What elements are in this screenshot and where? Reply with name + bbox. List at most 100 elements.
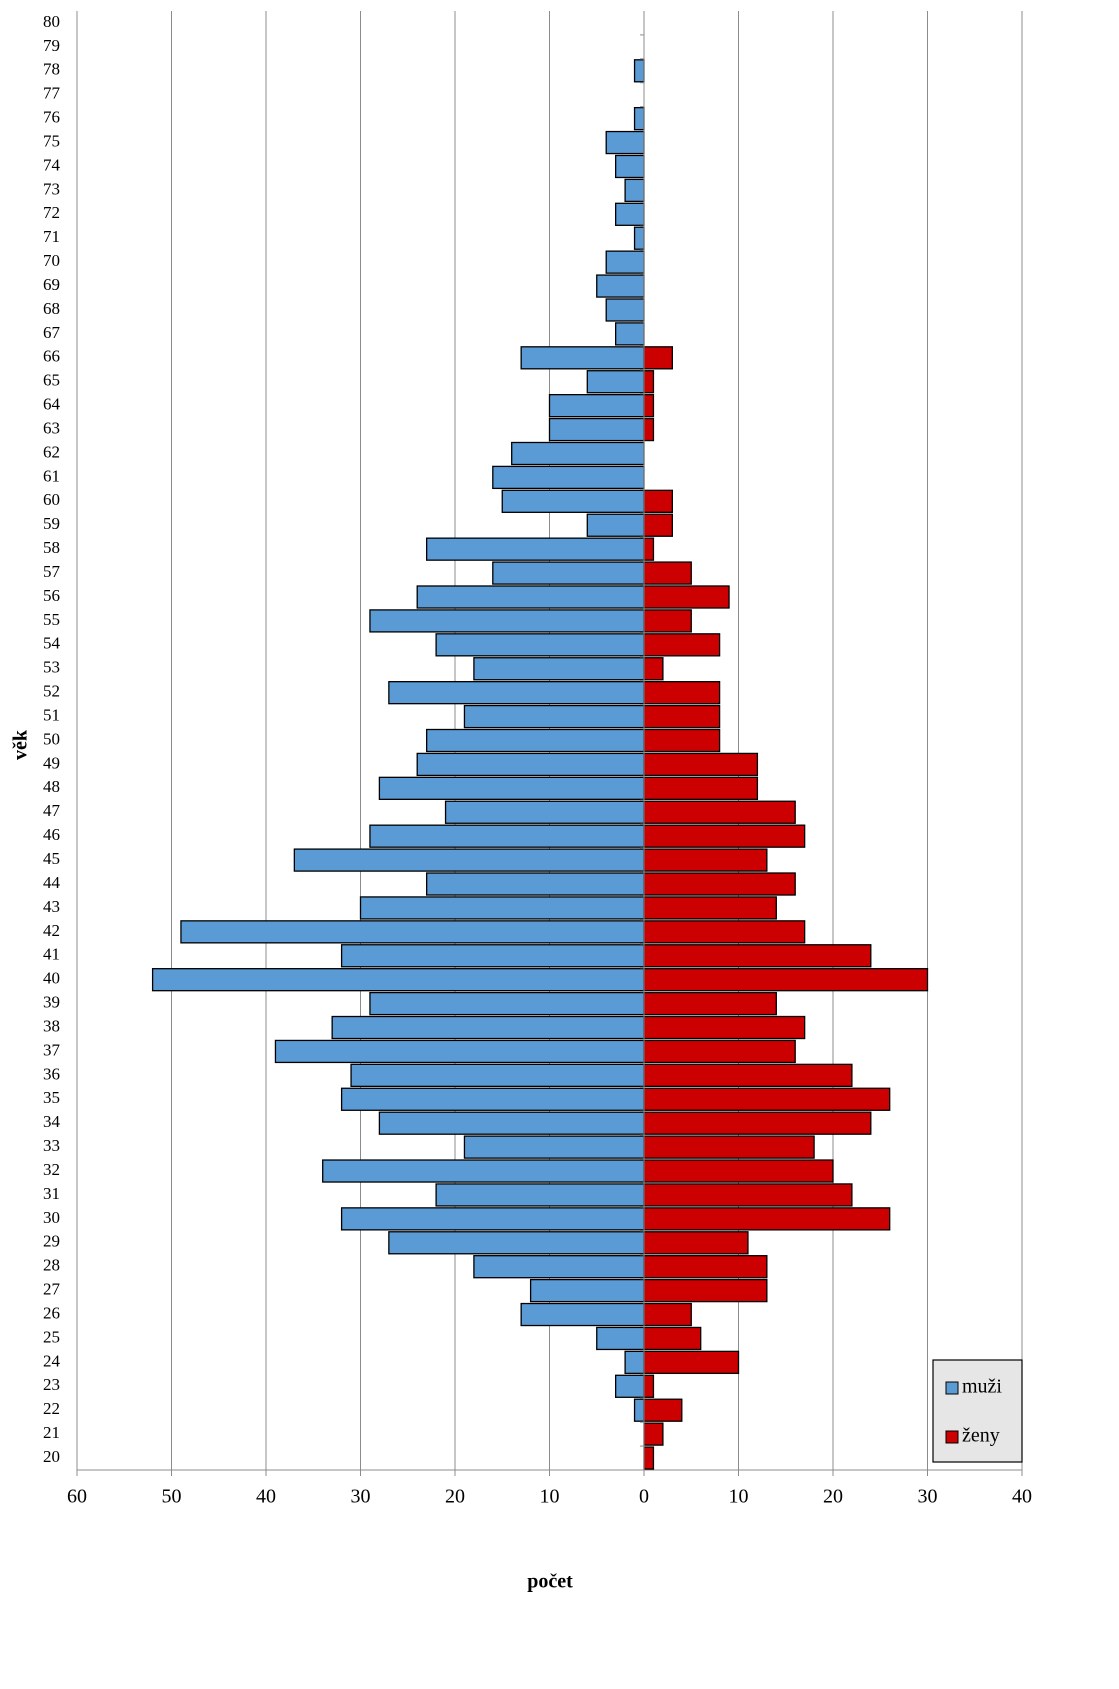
bar <box>643 1087 891 1111</box>
y-tick-label: 68 <box>43 299 60 318</box>
bar <box>633 1398 645 1422</box>
bar <box>643 872 796 896</box>
y-tick-label: 54 <box>43 634 61 653</box>
y-tick-label: 69 <box>43 275 60 294</box>
x-tick-label: 20 <box>823 1486 843 1508</box>
x-tick-label: 30 <box>351 1486 371 1508</box>
y-tick-label: 62 <box>43 442 60 461</box>
y-tick-label: 80 <box>43 12 60 31</box>
y-tick-label: 63 <box>43 418 60 437</box>
y-tick-label: 75 <box>43 131 60 150</box>
legend-swatch <box>945 1430 959 1444</box>
bar <box>615 154 645 179</box>
y-tick-label: 59 <box>43 514 60 533</box>
bar <box>643 513 674 537</box>
legend-box <box>932 1359 1023 1463</box>
bar <box>350 1063 645 1088</box>
bar <box>463 1135 645 1159</box>
bar <box>643 1350 740 1375</box>
y-tick-label: 47 <box>43 801 61 820</box>
y-tick-label: 45 <box>43 849 60 868</box>
bar <box>615 1374 645 1398</box>
bar <box>511 441 645 466</box>
bar <box>643 968 929 992</box>
bar <box>643 489 674 513</box>
bar <box>435 1183 645 1207</box>
y-tick-label: 48 <box>43 777 60 796</box>
y-tick-label: 23 <box>43 1375 60 1394</box>
x-tick-label: 0 <box>639 1486 649 1508</box>
y-tick-label: 32 <box>43 1160 60 1179</box>
bar <box>340 1207 645 1231</box>
bar <box>322 1159 645 1183</box>
y-tick-label: 30 <box>43 1208 60 1227</box>
bar <box>643 1207 891 1231</box>
y-tick-label: 64 <box>43 395 61 414</box>
y-tick-label: 57 <box>43 562 61 581</box>
x-axis-label: počet <box>527 1571 573 1593</box>
bar <box>633 106 645 131</box>
y-tick-label: 76 <box>43 108 60 127</box>
bar <box>529 1278 645 1303</box>
bar <box>586 370 645 394</box>
y-tick-label: 53 <box>43 658 60 677</box>
bar <box>520 346 645 370</box>
bar <box>416 585 645 609</box>
bar <box>643 1374 655 1398</box>
y-tick-label: 55 <box>43 610 60 629</box>
bar <box>633 59 645 83</box>
y-tick-label: 21 <box>43 1423 60 1442</box>
bar <box>501 489 645 513</box>
x-tick-label: 40 <box>256 1486 276 1508</box>
y-tick-label: 24 <box>43 1351 61 1370</box>
bar <box>643 1255 768 1279</box>
bar <box>331 1015 645 1040</box>
bar <box>633 226 645 250</box>
y-tick-label: 29 <box>43 1232 60 1251</box>
bar <box>388 1231 645 1255</box>
bar <box>180 920 645 944</box>
bar <box>586 513 645 537</box>
bar <box>643 681 721 705</box>
x-tick-label: 30 <box>918 1486 938 1508</box>
bar <box>605 298 645 322</box>
bar <box>643 1063 853 1088</box>
y-tick-label: 46 <box>43 825 60 844</box>
y-tick-label: 26 <box>43 1303 60 1322</box>
bar <box>643 1278 768 1303</box>
bar <box>624 1350 645 1375</box>
bar <box>425 537 645 561</box>
y-tick-label: 66 <box>43 347 60 366</box>
bar <box>643 1111 872 1135</box>
bar <box>596 274 645 298</box>
y-tick-label: 52 <box>43 682 60 701</box>
y-tick-label: 35 <box>43 1088 60 1107</box>
bar <box>643 944 872 968</box>
bar <box>643 848 768 872</box>
bar <box>378 1111 645 1135</box>
bar <box>643 585 730 609</box>
bar <box>615 322 645 346</box>
bar <box>643 704 721 729</box>
y-tick-label: 78 <box>43 60 60 79</box>
bar <box>444 800 645 824</box>
bar <box>643 991 777 1016</box>
bar <box>643 537 655 561</box>
bar <box>369 609 645 633</box>
bar <box>643 824 806 848</box>
bar <box>520 1302 645 1327</box>
legend-swatch <box>945 1381 959 1395</box>
y-tick-label: 77 <box>43 84 61 103</box>
bar <box>378 776 645 800</box>
bar <box>274 1039 645 1064</box>
y-tick-label: 44 <box>43 873 61 892</box>
y-tick-label: 67 <box>43 323 61 342</box>
bar <box>643 1135 815 1159</box>
bar <box>435 633 645 657</box>
bar <box>643 1302 692 1327</box>
x-tick-label: 10 <box>729 1486 749 1508</box>
y-tick-label: 41 <box>43 945 60 964</box>
legend-label: ženy <box>962 1425 1000 1447</box>
bar <box>492 465 645 490</box>
legend-label: muži <box>962 1376 1002 1398</box>
